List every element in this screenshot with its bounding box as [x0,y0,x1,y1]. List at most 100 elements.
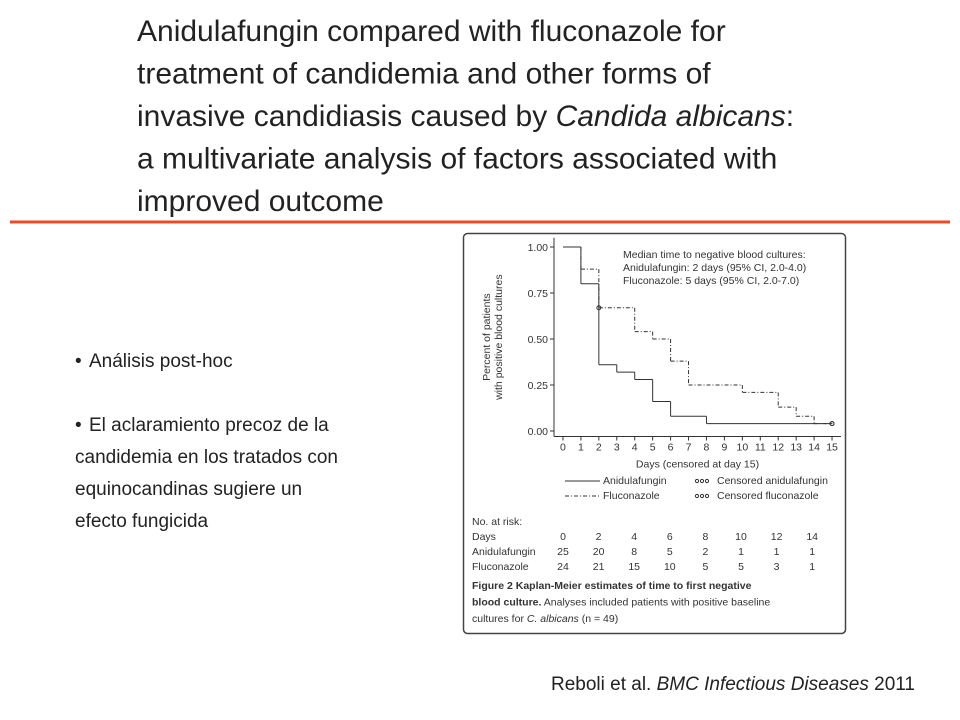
x-tick-label: 15 [826,442,838,454]
risk-day: 8 [702,531,708,543]
text-segment: C. albicans [527,613,580,625]
bullet-text: efecto fungicida [75,511,209,532]
bullet-mark: • [75,415,82,436]
bullet-text: El aclaramiento precoz de la [89,415,329,436]
legend-label: Anidulafungin [603,475,667,487]
text-segment: a multivariate analysis of factors assoc… [137,143,777,176]
caption-line: Figure 2 Kaplan-Meier estimates of time … [472,580,752,592]
risk-count: 1 [738,546,744,558]
text-segment: blood culture. [472,597,541,609]
x-tick-label: 3 [614,442,620,454]
title-line: Anidulafungin compared with fluconazole … [137,15,726,48]
risk-count: 8 [631,546,637,558]
risk-title: No. at risk: [472,516,522,528]
risk-count: 20 [593,546,605,558]
x-tick-label: 0 [560,442,566,454]
text-segment: invasive candidiasis caused by [137,100,556,133]
risk-count: 2 [702,546,708,558]
risk-day: 10 [735,531,747,543]
y-tick-label: 0.25 [528,380,549,392]
bullet-text: Análisis post-hoc [89,351,233,372]
annotation: Median time to negative blood cultures: [623,249,806,261]
risk-count: 24 [557,561,569,573]
legend-swatch [704,493,710,499]
x-tick-label: 9 [721,442,727,454]
censor-mark [829,421,835,427]
bullet-mark: • [75,351,82,372]
x-tick-label: 2 [596,442,602,454]
legend-swatch [699,478,705,484]
legend-label: Censored anidulafungin [717,475,828,487]
legend-swatch [694,478,700,484]
x-tick-label: 12 [772,442,784,454]
risk-row-label: Anidulafungin [472,546,536,558]
text-segment: Analyses included patients with positive… [541,597,770,609]
risk-day: 6 [667,531,673,543]
x-axis-label: Days (censored at day 15) [636,459,759,471]
y-tick-label: 0.50 [528,334,549,346]
text-segment: Reboli et al. [551,674,657,695]
x-tick-label: 8 [704,442,710,454]
censor-mark [596,305,602,311]
x-tick-label: 11 [755,442,766,454]
y-axis-label: Percent of patients [481,293,493,381]
figure-frame [462,232,847,635]
x-tick-label: 6 [668,442,674,454]
legend-swatch [699,493,705,499]
citation: Reboli et al. BMC Infectious Diseases 20… [551,674,915,695]
risk-day: 2 [596,531,602,543]
x-tick-label: 7 [686,442,692,454]
x-tick-label: 1 [578,442,584,454]
risk-day: 4 [631,531,637,543]
risk-header: Days [472,531,496,543]
risk-day: 12 [771,531,783,543]
text-segment: Anidulafungin compared with fluconazole … [137,15,726,48]
y-tick-label: 0.75 [528,288,549,300]
bullet-text: candidemia en los tratados con [75,447,338,468]
text-segment: cultures for [472,613,527,625]
bullet-text: equinocandinas sugiere un [75,479,302,500]
x-tick-label: 4 [632,442,638,454]
x-tick-label: 5 [650,442,656,454]
legend-label: Fluconazole [603,490,660,502]
caption-line: cultures for C. albicans (n = 49) [472,613,618,625]
risk-count: 1 [774,546,780,558]
text-segment: treatment of candidemia and other forms … [137,58,711,91]
legend-swatch [704,478,710,484]
legend-label: Censored fluconazole [717,490,819,502]
risk-row-label: Fluconazole [472,561,529,573]
caption-line: blood culture. Analyses included patient… [472,597,770,609]
legend-swatch [694,493,700,499]
title-line: invasive candidiasis caused by Candida a… [137,100,794,133]
title-line: treatment of candidemia and other forms … [137,58,711,91]
text-segment: 2011 [869,674,915,695]
title-line: improved outcome [137,185,384,218]
figure: 0.000.250.500.751.000 1 2 3 4 5 6 7 8 9 10 11 12 13 14… [472,237,841,625]
y-axis-label: with positive blood cultures [493,274,505,400]
y-tick-label: 0.00 [528,426,549,438]
text-segment: Candida albicans [556,100,786,133]
title-line: a multivariate analysis of factors assoc… [137,143,777,176]
risk-count: 15 [628,561,640,573]
risk-count: 5 [702,561,708,573]
text-segment: BMC Infectious Diseases [657,674,870,695]
text-segment: (n = 49) [579,613,618,625]
x-tick-label: 14 [808,442,820,454]
text-segment: Figure 2 Kaplan-Meier estimates of time … [472,580,752,592]
risk-count: 10 [664,561,676,573]
risk-count: 21 [593,561,605,573]
risk-count: 1 [809,546,815,558]
risk-count: 3 [774,561,780,573]
risk-count: 5 [738,561,744,573]
risk-day: 0 [560,531,566,543]
x-tick-label: 10 [737,442,749,454]
risk-count: 1 [809,561,815,573]
text-segment: improved outcome [137,185,384,218]
risk-count: 25 [557,546,569,558]
x-tick-label: 13 [790,442,802,454]
risk-day: 14 [806,531,818,543]
annotation: Fluconazole: 5 days (95% CI, 2.0-7.0) [623,275,799,287]
risk-count: 5 [667,546,673,558]
